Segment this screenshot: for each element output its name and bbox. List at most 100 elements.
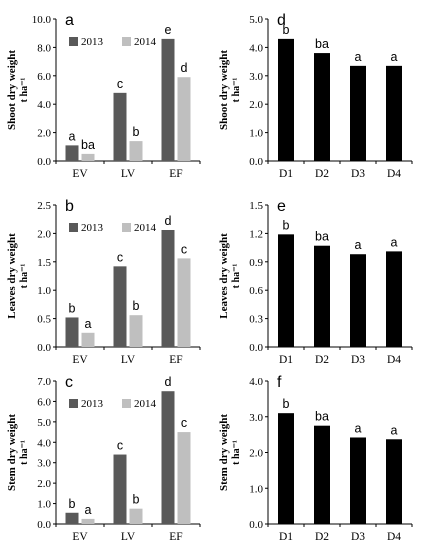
- bar: [386, 251, 402, 347]
- x-tick-label: LV: [121, 168, 136, 180]
- legend-item-2014: 2014: [122, 398, 157, 410]
- bar: [177, 77, 191, 161]
- bar: [350, 437, 366, 524]
- legend-swatch: [122, 37, 131, 46]
- x-tick-label: D4: [387, 354, 401, 366]
- x-tick-label: LV: [121, 531, 136, 543]
- significance-label: a: [355, 50, 362, 64]
- x-tick-label: D1: [279, 168, 293, 180]
- bar: [81, 518, 95, 524]
- y-tick-label: 1.0: [249, 483, 263, 495]
- panel-letter: f: [277, 374, 282, 391]
- bar: [314, 53, 330, 161]
- bar: [129, 315, 143, 347]
- x-tick-label: EF: [169, 168, 182, 180]
- bar: [314, 425, 330, 524]
- legend-label: 2013: [81, 36, 104, 48]
- x-tick-label: LV: [121, 354, 136, 366]
- significance-label: a: [69, 129, 76, 143]
- significance-label: d: [165, 214, 172, 228]
- x-tick-label: EF: [169, 531, 182, 543]
- panel-letter: c: [65, 374, 73, 391]
- y-tick-label: 1.0: [37, 499, 51, 511]
- legend-swatch: [69, 399, 78, 408]
- x-tick-label: D4: [387, 531, 401, 543]
- y-axis-label: Leaves dry weight: [6, 233, 18, 319]
- significance-label: b: [133, 493, 140, 507]
- bar: [65, 317, 79, 347]
- y-axis-label: Stem dry weight: [6, 414, 18, 491]
- y-axis-label: Stem dry weight: [218, 414, 230, 491]
- panel-letter: b: [65, 198, 74, 215]
- significance-label: c: [181, 242, 187, 256]
- legend-label: 2014: [134, 222, 157, 234]
- legend-label: 2014: [134, 398, 157, 410]
- significance-label: a: [391, 423, 398, 437]
- significance-label: a: [85, 317, 92, 331]
- y-tick-label: 1.0: [249, 128, 263, 140]
- y-tick-label: 5.0: [249, 14, 263, 26]
- x-tick-label: D4: [387, 168, 401, 180]
- y-tick-label: 10.0: [32, 14, 52, 26]
- y-axis-unit: t ha⁻¹: [231, 78, 242, 103]
- y-tick-label: 5.0: [37, 417, 51, 429]
- legend-swatch: [69, 223, 78, 232]
- y-tick-label: 3.0: [37, 458, 51, 470]
- legend-swatch: [69, 37, 78, 46]
- bar: [350, 254, 366, 347]
- bar: [278, 234, 294, 347]
- bar: [177, 258, 191, 347]
- legend-item-2013: 2013: [69, 36, 104, 48]
- significance-label: ba: [81, 138, 95, 152]
- y-tick-label: 1.2: [249, 228, 263, 240]
- bar: [81, 153, 95, 161]
- significance-label: ba: [315, 37, 329, 51]
- significance-label: b: [69, 497, 76, 511]
- y-axis-unit: t ha⁻¹: [19, 440, 30, 465]
- legend-swatch: [122, 223, 131, 232]
- y-tick-label: 0.6: [249, 285, 263, 297]
- y-axis-label: Shoot dry weight: [218, 50, 230, 130]
- y-tick-label: 1.0: [37, 285, 51, 297]
- significance-label: e: [165, 23, 172, 37]
- bar: [129, 141, 143, 161]
- x-tick-label: D1: [279, 354, 293, 366]
- x-tick-label: EV: [72, 354, 88, 366]
- y-axis-unit: t ha⁻¹: [19, 264, 30, 289]
- bar: [350, 65, 366, 161]
- x-tick-label: D2: [315, 168, 329, 180]
- significance-label: b: [283, 218, 290, 232]
- bar: [161, 38, 175, 161]
- y-tick-label: 0.0: [249, 342, 263, 354]
- x-tick-label: D3: [351, 531, 365, 543]
- y-tick-label: 2.0: [37, 228, 51, 240]
- y-tick-label: 2.0: [249, 448, 263, 460]
- y-tick-label: 0.0: [37, 156, 51, 168]
- bar: [314, 245, 330, 347]
- legend-item-2014: 2014: [122, 222, 157, 234]
- significance-label: a: [355, 238, 362, 252]
- y-tick-label: 1.5: [37, 257, 51, 269]
- x-tick-label: D2: [315, 354, 329, 366]
- panel-d: 0.0 1.0 2.0 3.0 4.0 5.0 Shoot dry weight t ha⁻¹…: [218, 12, 413, 180]
- y-axis-unit: t ha⁻¹: [19, 78, 30, 103]
- y-axis-unit: t ha⁻¹: [231, 440, 242, 465]
- significance-label: c: [117, 439, 123, 453]
- y-tick-label: 0.0: [37, 519, 51, 531]
- y-tick-label: 0.9: [249, 257, 263, 269]
- legend-swatch: [122, 399, 131, 408]
- bar: [386, 65, 402, 161]
- x-tick-label: D2: [315, 531, 329, 543]
- bar: [386, 439, 402, 524]
- bar: [113, 266, 127, 347]
- bar: [278, 38, 294, 161]
- y-tick-label: 0.0: [249, 156, 263, 168]
- bar: [161, 391, 175, 524]
- panel-b: 0.0 0.5 1.0 1.5 2.0 2.5 Leaves dry weight t ha⁻…: [6, 198, 201, 366]
- panel-c: 0.0 1.0 2.0 3.0 4.0 5.0 6.0 7.0 Stem dry weight t…: [6, 374, 201, 543]
- y-tick-label: 4.0: [37, 437, 51, 449]
- significance-label: c: [117, 250, 123, 264]
- y-tick-label: 4.0: [249, 42, 263, 54]
- legend-label: 2013: [81, 222, 104, 234]
- bar: [65, 512, 79, 524]
